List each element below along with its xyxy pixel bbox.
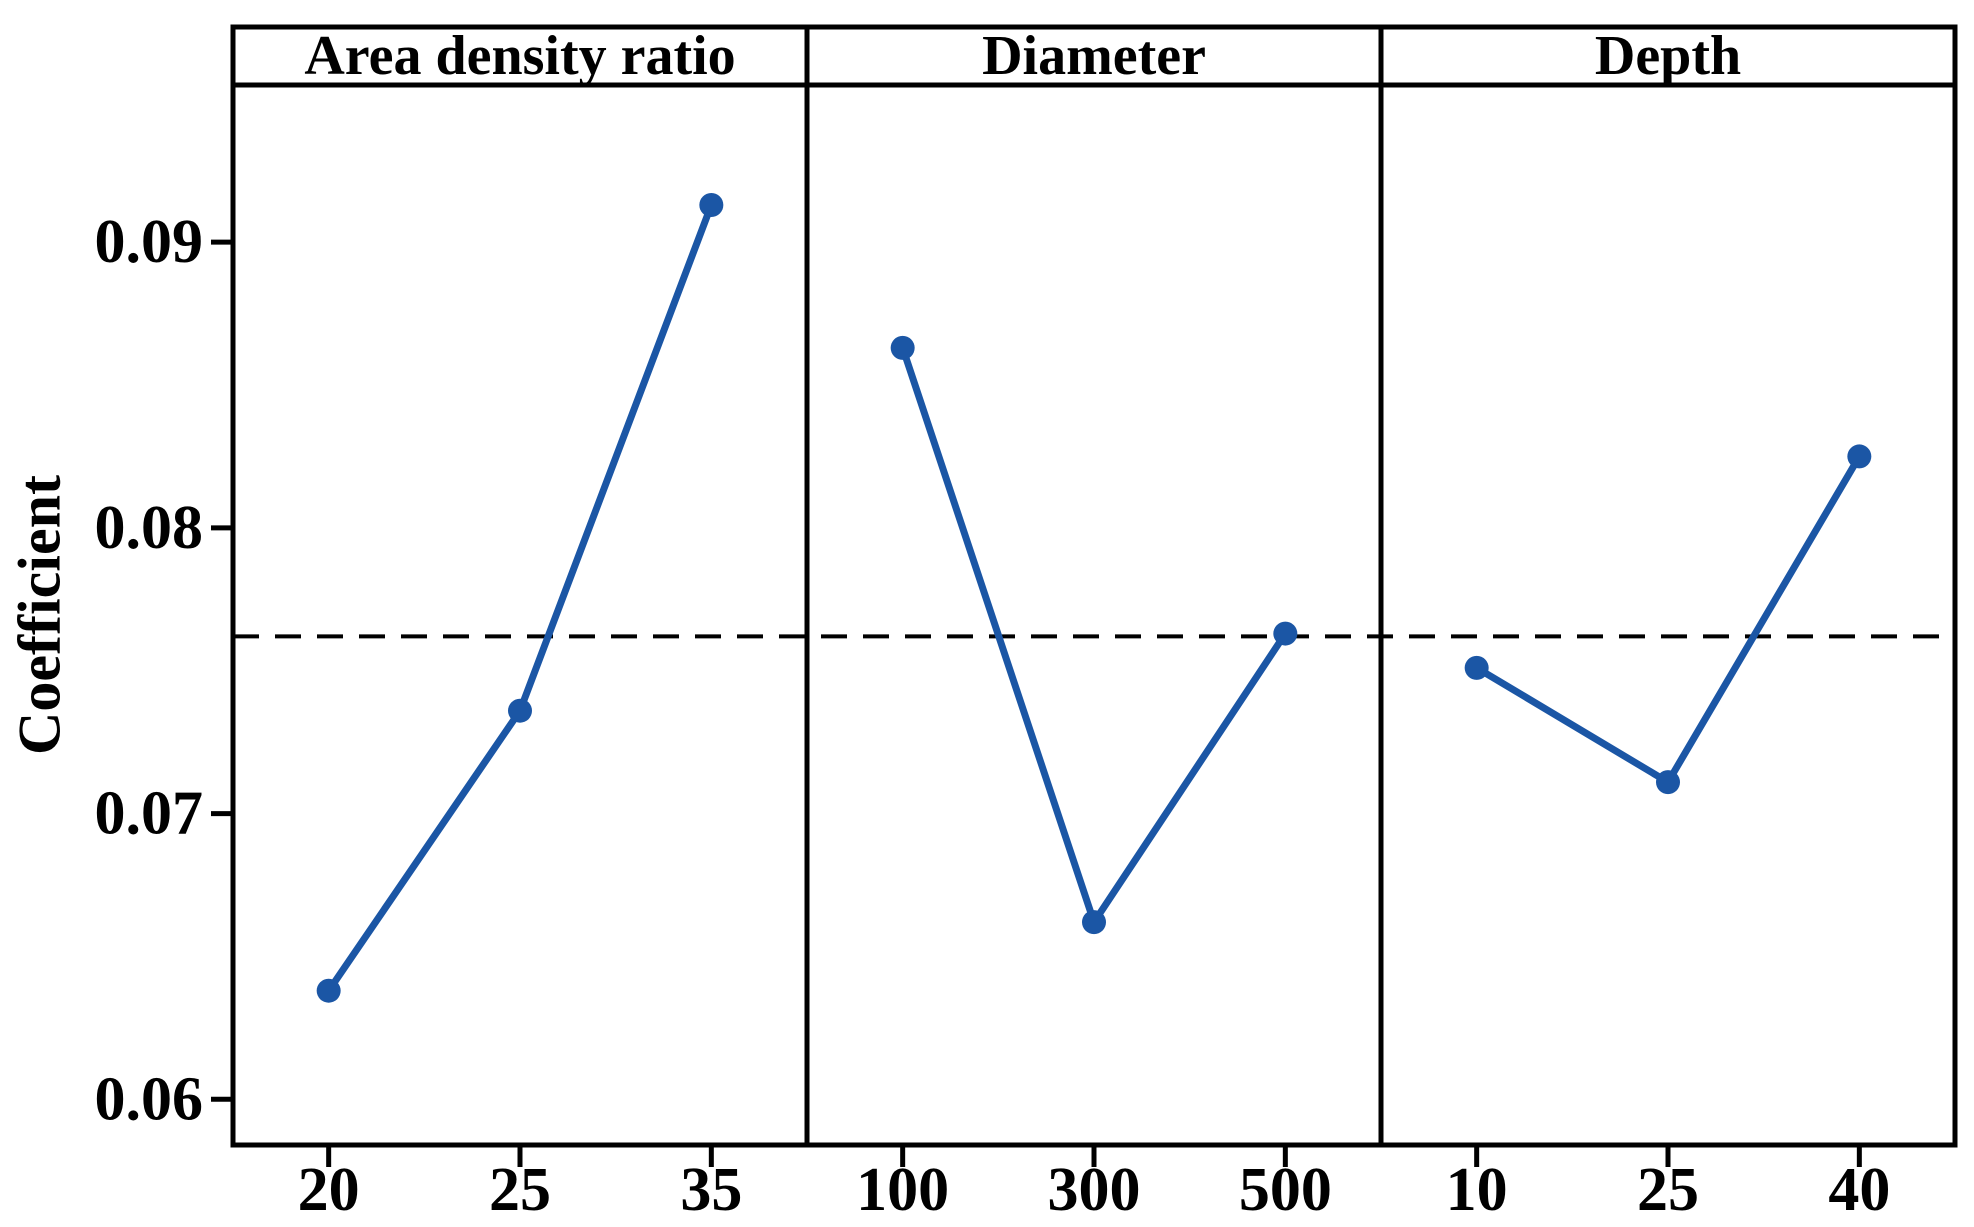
- data-point: [890, 335, 915, 360]
- x-tick-label: 10: [1446, 1156, 1508, 1224]
- data-point: [1656, 770, 1680, 795]
- data-point: [1464, 655, 1489, 680]
- data-point: [699, 193, 724, 217]
- x-tick-label: 500: [1239, 1156, 1332, 1224]
- y-tick-label: 0.09: [95, 208, 204, 276]
- data-point: [1273, 621, 1298, 646]
- data-point: [1847, 444, 1872, 469]
- x-tick-label: 20: [298, 1156, 360, 1224]
- x-tick-label: 300: [1048, 1156, 1141, 1224]
- data-point: [1082, 910, 1106, 935]
- panel-header-area-density-ratio: Area density ratio: [304, 25, 736, 87]
- panel-header-depth: Depth: [1594, 25, 1742, 87]
- x-tick-label: 100: [856, 1156, 949, 1224]
- panel-header-diameter: Diameter: [982, 25, 1206, 87]
- x-tick-label: 40: [1828, 1156, 1890, 1224]
- y-tick-label: 0.08: [95, 494, 204, 562]
- data-point: [508, 698, 532, 723]
- data-point: [316, 978, 341, 1003]
- x-tick-label: 25: [489, 1156, 551, 1224]
- y-tick-label: 0.06: [95, 1065, 204, 1133]
- plot-frame: [230, 24, 1958, 1148]
- x-tick-label: 25: [1637, 1156, 1699, 1224]
- x-tick-label: 35: [680, 1156, 742, 1224]
- y-axis-title: Coefficient: [6, 475, 73, 755]
- y-tick-label: 0.07: [95, 780, 204, 848]
